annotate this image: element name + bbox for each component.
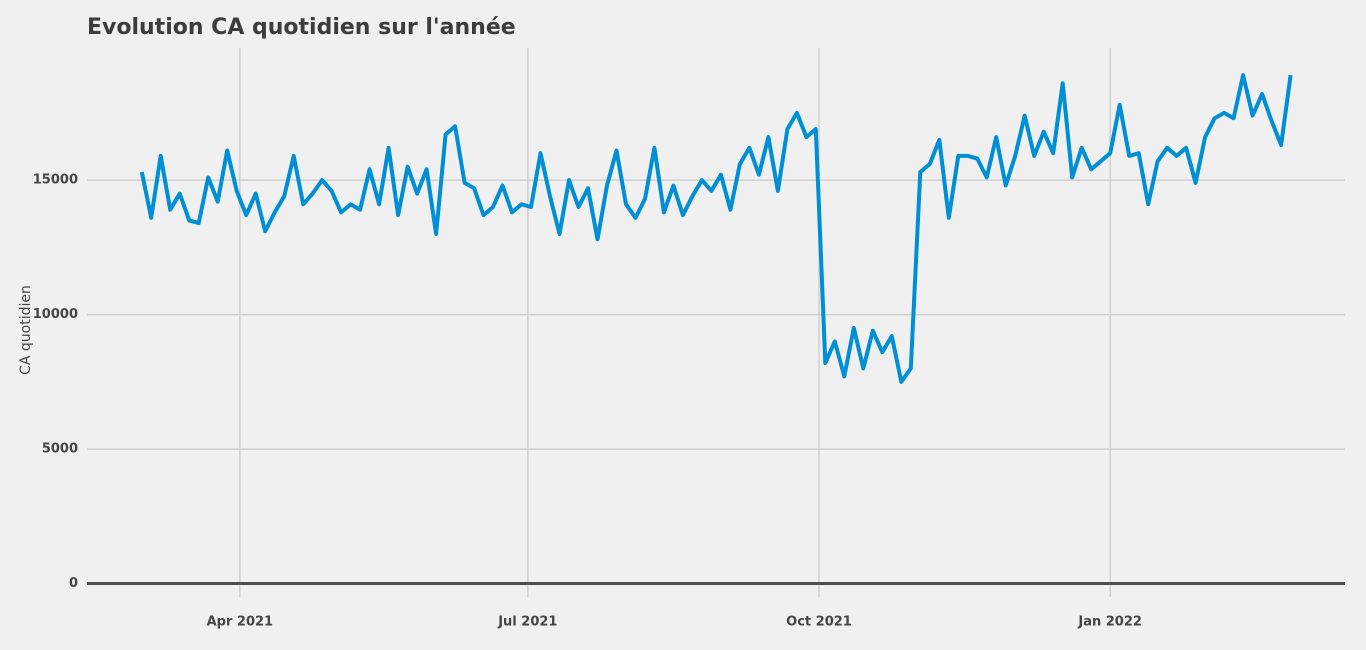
y-tick-label: 10000 [33, 307, 78, 322]
chart-title: Evolution CA quotidien sur l'année [87, 15, 516, 40]
y-tick-label: 0 [69, 576, 78, 591]
y-tick-label: 5000 [42, 442, 78, 457]
y-axis-label: CA quotidien [18, 285, 34, 375]
x-tick-label: Oct 2021 [786, 615, 852, 630]
y-tick-label: 15000 [33, 173, 78, 188]
x-tick-label: Jan 2022 [1077, 615, 1142, 630]
x-tick-label: Jul 2021 [497, 615, 557, 630]
x-tick-label: Apr 2021 [207, 615, 274, 630]
data-line [139, 73, 1293, 384]
